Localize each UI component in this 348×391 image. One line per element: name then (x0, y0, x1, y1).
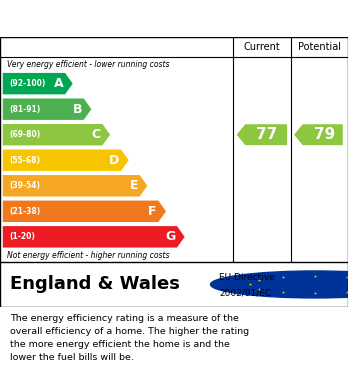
Text: The energy efficiency rating is a measure of the
overall efficiency of a home. T: The energy efficiency rating is a measur… (10, 314, 250, 362)
Text: Energy Efficiency Rating: Energy Efficiency Rating (10, 9, 258, 28)
Text: D: D (109, 154, 119, 167)
Text: 2002/91/EC: 2002/91/EC (219, 289, 271, 298)
Text: (81-91): (81-91) (9, 105, 40, 114)
Polygon shape (3, 175, 147, 197)
Text: C: C (92, 128, 101, 141)
Text: Current: Current (244, 42, 280, 52)
Text: England & Wales: England & Wales (10, 275, 180, 294)
Polygon shape (3, 226, 185, 248)
Polygon shape (3, 73, 73, 94)
Polygon shape (3, 149, 129, 171)
Text: (69-80): (69-80) (9, 130, 40, 139)
Text: F: F (148, 205, 157, 218)
Polygon shape (237, 124, 287, 145)
Text: G: G (165, 230, 175, 243)
Text: (39-54): (39-54) (9, 181, 40, 190)
Circle shape (211, 271, 348, 298)
Text: 79: 79 (314, 127, 335, 142)
Text: Potential: Potential (298, 42, 341, 52)
Text: Very energy efficient - lower running costs: Very energy efficient - lower running co… (7, 59, 169, 69)
Text: A: A (54, 77, 63, 90)
Text: (92-100): (92-100) (9, 79, 46, 88)
Polygon shape (3, 99, 92, 120)
Text: 77: 77 (256, 127, 278, 142)
Polygon shape (3, 124, 110, 145)
Text: B: B (72, 103, 82, 116)
Text: (55-68): (55-68) (9, 156, 40, 165)
Text: (21-38): (21-38) (9, 207, 40, 216)
Polygon shape (294, 124, 343, 145)
Text: (1-20): (1-20) (9, 232, 35, 241)
Text: EU Directive: EU Directive (219, 273, 275, 282)
Polygon shape (3, 201, 166, 222)
Text: E: E (129, 179, 138, 192)
Text: Not energy efficient - higher running costs: Not energy efficient - higher running co… (7, 251, 169, 260)
